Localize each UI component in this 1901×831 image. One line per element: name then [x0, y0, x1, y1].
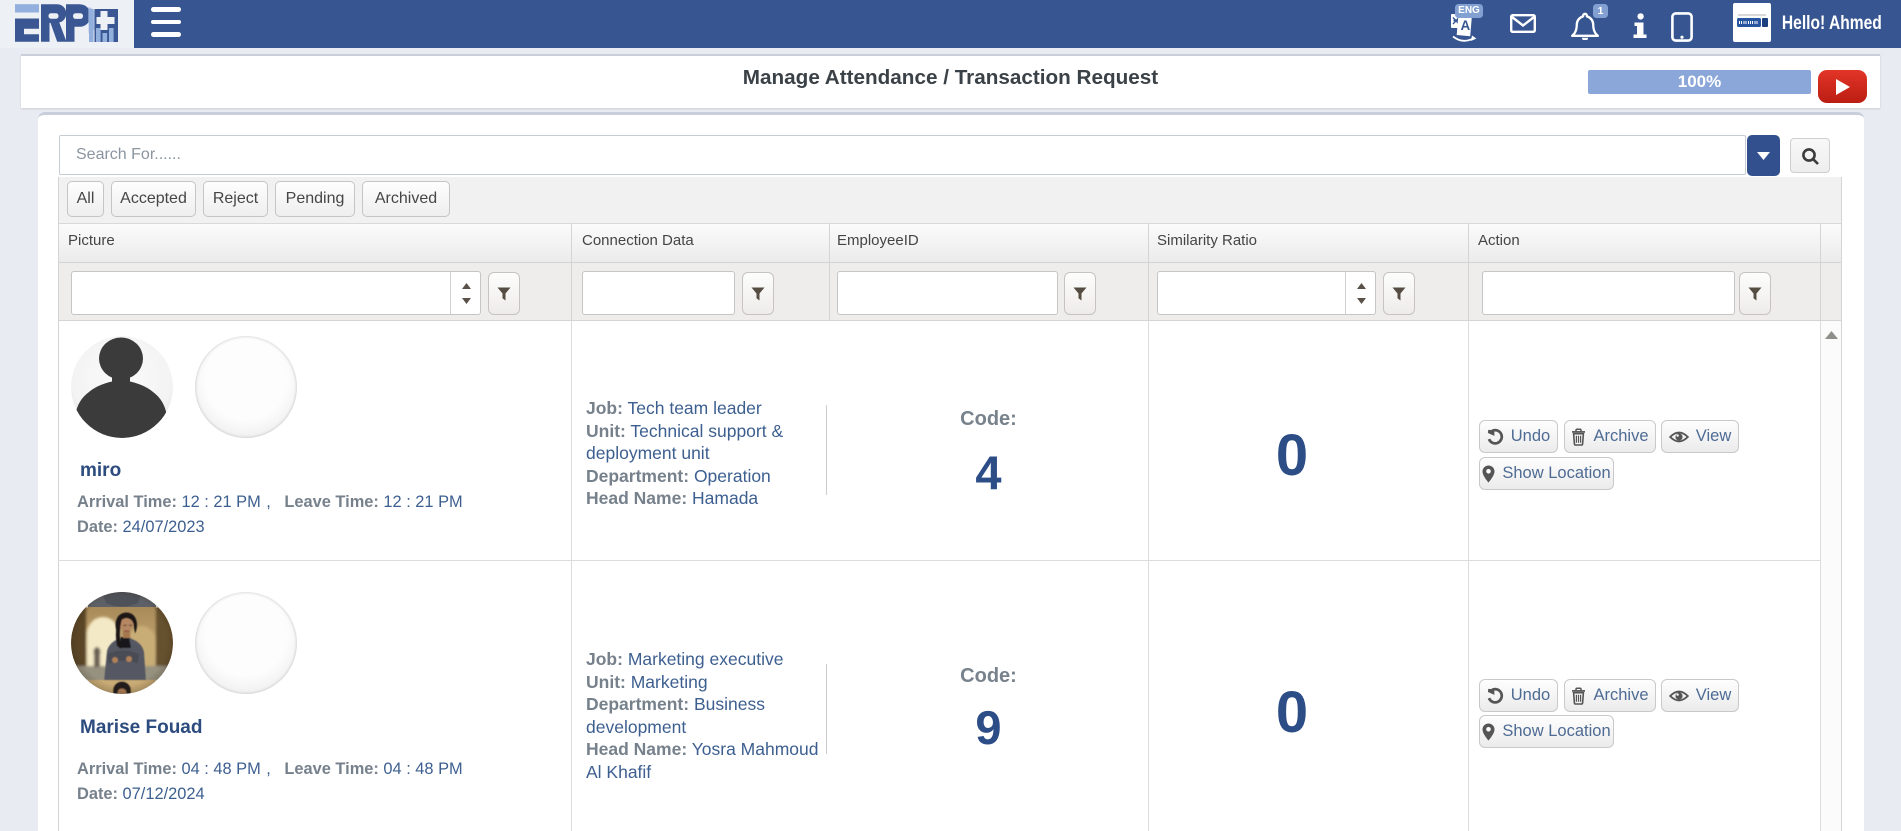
svg-text:A: A: [1461, 18, 1471, 33]
